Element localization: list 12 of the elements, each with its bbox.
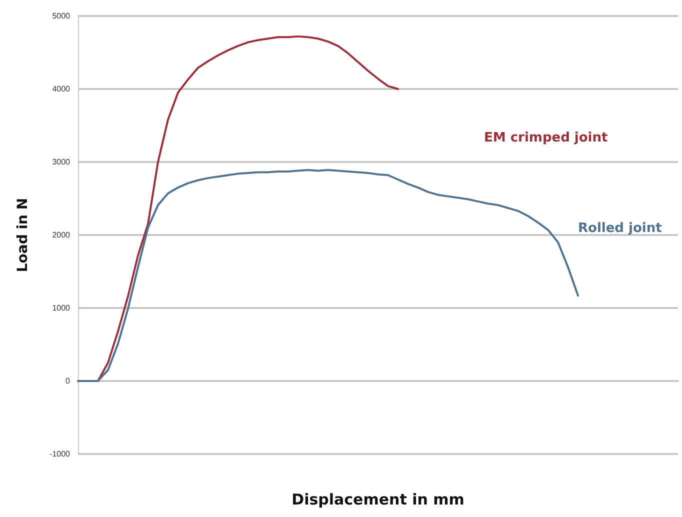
text: EM crimped joint	[484, 130, 608, 146]
y-tick-label: 4000	[52, 84, 71, 94]
y-tick-label: 3000	[52, 158, 71, 166]
y-tick-label: 0	[66, 376, 71, 386]
y-tick-label: 1000	[52, 304, 71, 312]
x-axis-title: Displacement in mm	[292, 490, 464, 508]
y-tick-label: -1000	[50, 450, 71, 458]
line-series	[77, 169, 579, 382]
series-label: Rolled joint	[578, 221, 662, 236]
y-tick-label: 5000	[52, 12, 71, 20]
y-axis-title: Load in N	[15, 198, 31, 272]
y-tick-label: 2000	[52, 230, 71, 240]
